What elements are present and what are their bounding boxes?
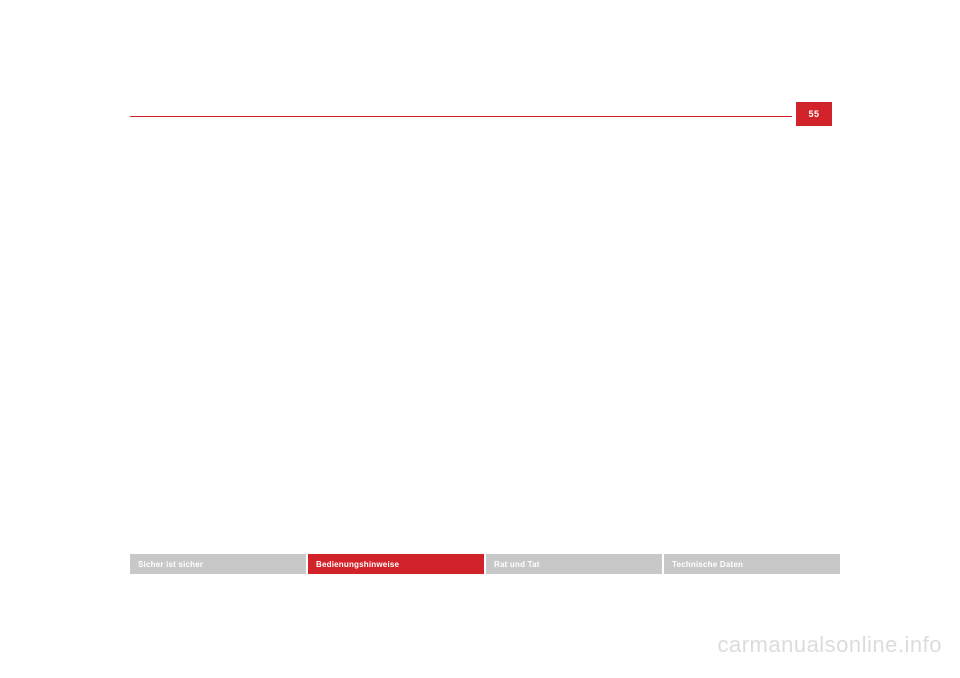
tab-bedienungshinweise[interactable]: Bedienungshinweise [308,554,484,574]
tab-label: Technische Daten [672,560,743,569]
page-number-text: 55 [808,109,819,119]
tab-label: Bedienungshinweise [316,560,399,569]
tab-technische-daten[interactable]: Technische Daten [664,554,840,574]
tab-label: Rat und Tat [494,560,540,569]
footer-tabs: Sicher ist sicher Bedienungshinweise Rat… [130,554,840,574]
tab-sicher-ist-sicher[interactable]: Sicher ist sicher [130,554,306,574]
tab-label: Sicher ist sicher [138,560,203,569]
header-rule-line [130,116,792,117]
tab-rat-und-tat[interactable]: Rat und Tat [486,554,662,574]
watermark-text: carmanualsonline.info [717,632,942,658]
page-number-badge: 55 [796,102,832,126]
manual-page-frame: 55 Sicher ist sicher Bedienungshinweise … [130,92,832,574]
